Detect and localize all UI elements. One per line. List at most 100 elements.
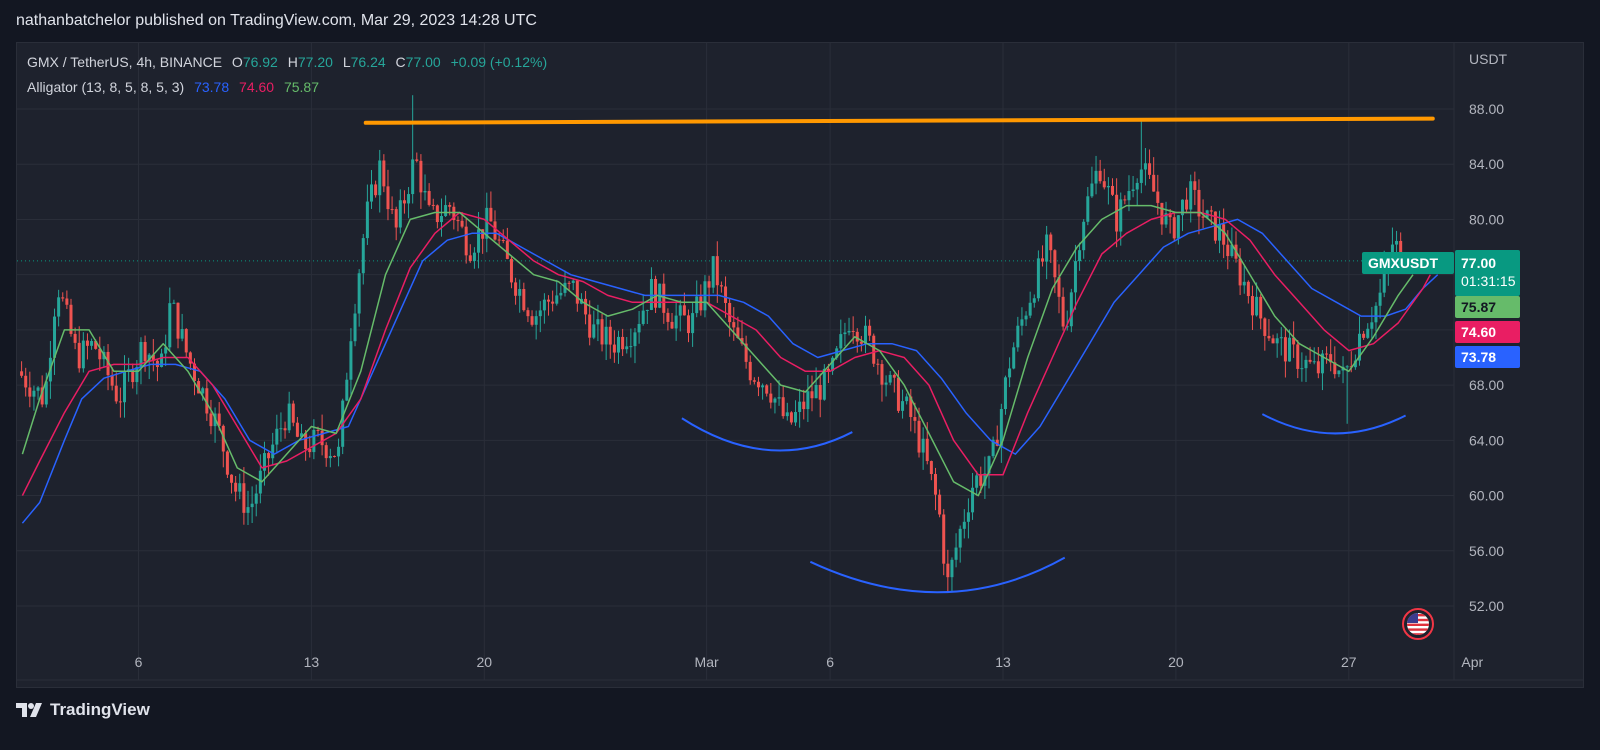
candle-body[interactable] (118, 401, 122, 403)
candle-body[interactable] (588, 314, 592, 338)
candle-body[interactable] (769, 393, 773, 403)
candle-body[interactable] (460, 220, 464, 227)
candle-body[interactable] (1259, 296, 1263, 319)
candle-body[interactable] (345, 379, 349, 401)
candle-body[interactable] (172, 302, 176, 304)
candle-body[interactable] (884, 382, 888, 385)
candle-body[interactable] (674, 315, 678, 329)
candle-body[interactable] (1370, 322, 1374, 329)
candle-body[interactable] (493, 221, 497, 240)
candle-body[interactable] (1390, 244, 1394, 257)
candle-body[interactable] (921, 438, 925, 453)
candle-body[interactable] (258, 470, 262, 494)
candle-body[interactable] (415, 159, 419, 161)
candle-body[interactable] (85, 340, 89, 346)
candle-body[interactable] (468, 255, 472, 261)
candle-body[interactable] (748, 361, 752, 381)
candle-body[interactable] (789, 412, 793, 423)
candle-body[interactable] (477, 229, 481, 253)
candle-body[interactable] (411, 159, 415, 195)
candle-body[interactable] (65, 298, 69, 305)
candle-body[interactable] (77, 342, 81, 369)
candle-body[interactable] (1073, 261, 1077, 293)
candle-body[interactable] (1209, 210, 1213, 212)
candle-body[interactable] (1032, 298, 1036, 303)
candle-body[interactable] (617, 336, 621, 353)
candle-body[interactable] (36, 387, 40, 391)
candle-body[interactable] (1049, 234, 1053, 251)
candle-body[interactable] (90, 341, 94, 346)
candle-body[interactable] (1123, 199, 1127, 201)
candle-body[interactable] (995, 439, 999, 446)
candle-body[interactable] (765, 385, 769, 394)
candle-body[interactable] (608, 326, 612, 345)
candle-body[interactable] (756, 381, 760, 388)
candle-body[interactable] (448, 205, 452, 207)
candle-body[interactable] (530, 316, 534, 325)
candle-body[interactable] (794, 412, 798, 423)
candle-body[interactable] (612, 344, 616, 353)
candle-body[interactable] (1353, 360, 1357, 368)
candle-body[interactable] (386, 186, 390, 210)
candle-body[interactable] (1238, 258, 1242, 286)
candle-body[interactable] (1139, 169, 1143, 183)
candle-body[interactable] (180, 329, 184, 339)
candle-body[interactable] (724, 286, 728, 303)
candle-body[interactable] (444, 205, 448, 217)
candle-body[interactable] (509, 258, 513, 283)
candle-body[interactable] (501, 240, 505, 242)
candle-body[interactable] (1053, 250, 1057, 278)
candle-body[interactable] (604, 326, 608, 345)
candle-body[interactable] (773, 398, 777, 403)
tradingview-logo[interactable]: TradingView (16, 700, 150, 720)
candle-body[interactable] (909, 396, 913, 418)
candle-body[interactable] (312, 429, 316, 453)
candle-body[interactable] (1263, 318, 1267, 336)
candle-body[interactable] (316, 429, 320, 431)
candle-body[interactable] (271, 444, 275, 459)
candle-body[interactable] (534, 316, 538, 325)
candle-body[interactable] (872, 335, 876, 364)
candle-body[interactable] (621, 336, 625, 350)
candle-body[interactable] (1164, 213, 1168, 225)
candle-body[interactable] (1148, 163, 1152, 175)
candle-body[interactable] (221, 425, 225, 452)
candle-body[interactable] (1061, 296, 1065, 327)
candle-body[interactable] (785, 412, 789, 417)
candle-body[interactable] (1082, 221, 1086, 251)
candle-body[interactable] (1111, 185, 1115, 195)
candle-body[interactable] (139, 342, 143, 368)
candle-body[interactable] (1395, 240, 1399, 245)
candle-body[interactable] (1197, 189, 1201, 217)
candle-body[interactable] (1008, 368, 1012, 378)
candle-body[interactable] (802, 401, 806, 410)
candle-body[interactable] (1028, 302, 1032, 316)
candle-body[interactable] (514, 282, 518, 296)
candle-body[interactable] (538, 310, 542, 317)
candle-body[interactable] (1320, 353, 1324, 374)
candle-body[interactable] (975, 475, 979, 488)
candle-body[interactable] (361, 238, 365, 274)
candle-body[interactable] (370, 184, 374, 202)
candle-body[interactable] (20, 371, 24, 376)
candle-body[interactable] (353, 313, 357, 342)
candle-body[interactable] (147, 354, 151, 362)
candle-body[interactable] (188, 352, 192, 364)
candle-body[interactable] (61, 297, 65, 299)
candle-body[interactable] (555, 295, 559, 304)
candle-body[interactable] (1086, 196, 1090, 222)
candle-body[interactable] (357, 273, 361, 314)
candle-body[interactable] (1012, 347, 1016, 369)
candle-body[interactable] (1119, 199, 1123, 232)
candle-body[interactable] (913, 417, 917, 421)
candle-body[interactable] (1242, 281, 1246, 286)
candle-body[interactable] (407, 194, 411, 204)
candle-body[interactable] (201, 388, 205, 394)
candle-body[interactable] (1316, 361, 1320, 374)
candle-body[interactable] (1366, 328, 1370, 338)
candle-body[interactable] (662, 283, 666, 313)
candle-body[interactable] (1106, 185, 1110, 188)
candle-body[interactable] (262, 453, 266, 471)
candle-body[interactable] (1230, 244, 1234, 257)
candle-body[interactable] (32, 390, 36, 397)
